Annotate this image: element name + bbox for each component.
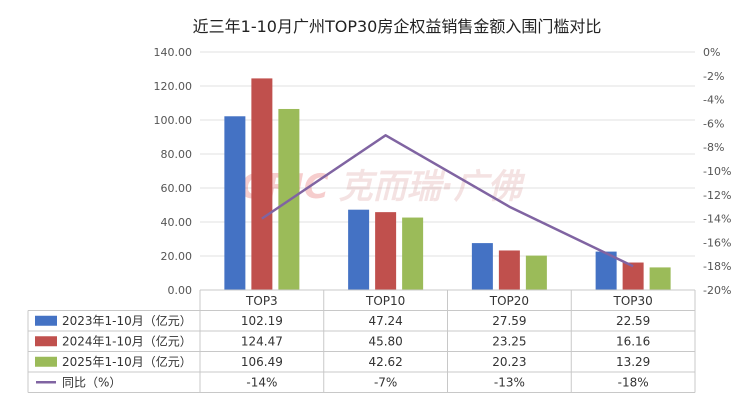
right-tick-label: -20%	[703, 284, 731, 297]
bar-top3-s1	[224, 116, 246, 290]
legend-key-swatch	[35, 315, 57, 326]
legend-label: 2024年1-10月（亿元）	[62, 333, 192, 348]
right-tick-label: -12%	[703, 189, 731, 202]
table-cell: 16.16	[616, 334, 650, 348]
chart-title: 近三年1-10月广州TOP30房企权益销售金额入围门槛对比	[193, 17, 602, 36]
legend-key-swatch	[35, 336, 57, 347]
left-tick-label: 20.00	[161, 250, 193, 263]
bar-top30-s3	[649, 267, 671, 290]
right-tick-label: -18%	[703, 260, 731, 273]
category-label-top30: TOP30	[612, 294, 652, 308]
table-cell: 106.49	[241, 355, 283, 369]
right-tick-label: -6%	[703, 117, 724, 130]
yoy-line	[261, 134, 634, 268]
left-tick-label: 40.00	[161, 216, 193, 229]
right-tick-label: -10%	[703, 165, 731, 178]
bar-top30-s1	[595, 251, 617, 290]
table-cell: 42.62	[368, 355, 402, 369]
bar-top10-s2	[375, 212, 397, 290]
table-cell: -18%	[618, 375, 649, 389]
left-tick-label: 100.00	[154, 114, 193, 127]
watermark-name: 克而瑞·广佛	[339, 167, 526, 207]
category-label-top3: TOP3	[245, 294, 278, 308]
left-tick-label: 60.00	[161, 182, 193, 195]
bar-top20-s3	[525, 255, 547, 290]
axes: 0.00 20.00 40.00 60.00 80.00 100.00 120.00 140.…	[154, 46, 732, 297]
table-cell: 45.80	[368, 334, 402, 348]
left-tick-label: 140.00	[154, 46, 193, 59]
bar-series	[224, 78, 671, 290]
left-tick-label: 0.00	[168, 284, 193, 297]
category-label-top10: TOP10	[365, 294, 405, 308]
table-cell: -13%	[494, 375, 525, 389]
table-cell: 23.25	[492, 334, 526, 348]
left-tick-label: 120.00	[154, 80, 193, 93]
right-tick-label: -16%	[703, 236, 731, 249]
table-cell: 124.47	[241, 334, 283, 348]
bar-top20-s1	[471, 243, 493, 290]
legend-label: 同比（%）	[62, 375, 121, 389]
right-tick-label: -14%	[703, 213, 731, 226]
right-tick-label: -8%	[703, 141, 724, 154]
bar-top20-s2	[498, 250, 520, 290]
bar-top10-s3	[402, 217, 424, 290]
bar-top3-s2	[251, 78, 273, 290]
left-tick-label: 80.00	[161, 148, 193, 161]
table-cell: 13.29	[616, 355, 650, 369]
category-label-top20: TOP20	[489, 294, 529, 308]
data-table: TOP3 TOP10 TOP20 TOP30 2023年1-10月（亿元） 102.19 4…	[27, 289, 696, 393]
legend-label: 2023年1-10月（亿元）	[62, 313, 192, 328]
right-tick-label: -4%	[703, 94, 724, 107]
bar-top10-s1	[348, 209, 370, 290]
table-cell: 47.24	[368, 314, 402, 328]
right-tick-label: 0%	[703, 46, 720, 59]
bar-top30-s2	[622, 262, 644, 290]
table-cell: 102.19	[241, 314, 283, 328]
right-tick-label: -2%	[703, 70, 724, 83]
line-series	[261, 134, 634, 268]
table-cell: 20.23	[492, 355, 526, 369]
table-cell: 27.59	[492, 314, 526, 328]
table-cell: 22.59	[616, 314, 650, 328]
table-cell: -14%	[246, 375, 277, 389]
table-cell: -7%	[374, 375, 397, 389]
legend-key-swatch	[35, 356, 57, 367]
legend-label: 2025年1-10月（亿元）	[62, 354, 192, 369]
